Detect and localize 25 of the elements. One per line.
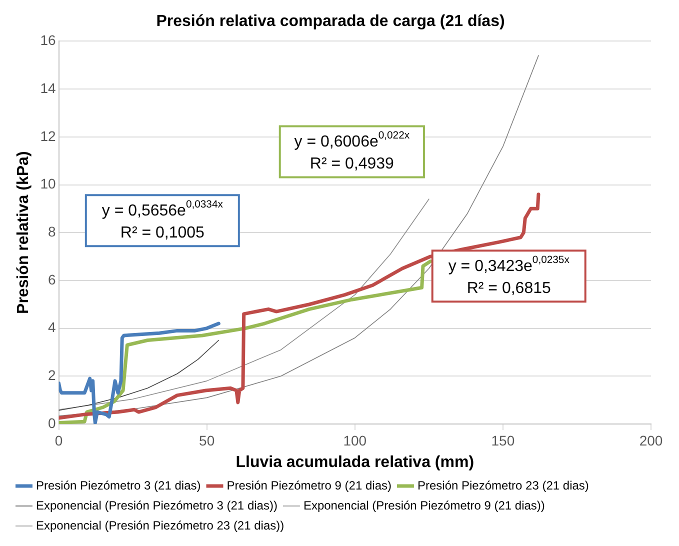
x-tick-label: 50 — [199, 432, 215, 448]
y-axis-title: Presión relativa (kPa) — [15, 151, 32, 314]
x-axis-title: Lluvia acumulada relativa (mm) — [236, 454, 474, 471]
legend-label: Presión Piezómetro 3 (21 dias) — [36, 478, 201, 492]
annotation: R² = 0,1005 — [120, 224, 205, 242]
y-tick-label: 16 — [40, 32, 56, 48]
y-tick-label: 6 — [48, 271, 56, 288]
legend-label: Exponencial (Presión Piezómetro 3 (21 dias)) — [36, 498, 278, 512]
x-tick-label: 200 — [639, 432, 663, 448]
y-tick-label: 14 — [40, 80, 56, 96]
legend-label: Exponencial (Presión Piezómetro 9 (21 dias)) — [303, 498, 545, 512]
legend-label: Presión Piezómetro 9 (21 dias) — [226, 478, 392, 492]
chart-title: Presión relativa comparada de carga (21 días) — [156, 13, 505, 30]
legend-label: Presión Piezómetro 23 (21 dias) — [417, 478, 589, 492]
annotation: R² = 0,6815 — [466, 280, 551, 298]
annotation: R² = 0,4939 — [310, 156, 394, 173]
y-tick-label: 0 — [48, 414, 56, 431]
y-tick-label: 10 — [40, 176, 56, 192]
legend-label: Exponencial (Presión Piezómetro 23 (21 dias)) — [36, 518, 284, 532]
x-tick-label: 150 — [491, 432, 515, 448]
y-tick-label: 8 — [48, 223, 56, 240]
y-tick-label: 4 — [48, 319, 56, 336]
y-tick-label: 12 — [40, 128, 56, 144]
y-tick-label: 2 — [48, 367, 56, 384]
x-tick-label: 100 — [343, 432, 367, 448]
